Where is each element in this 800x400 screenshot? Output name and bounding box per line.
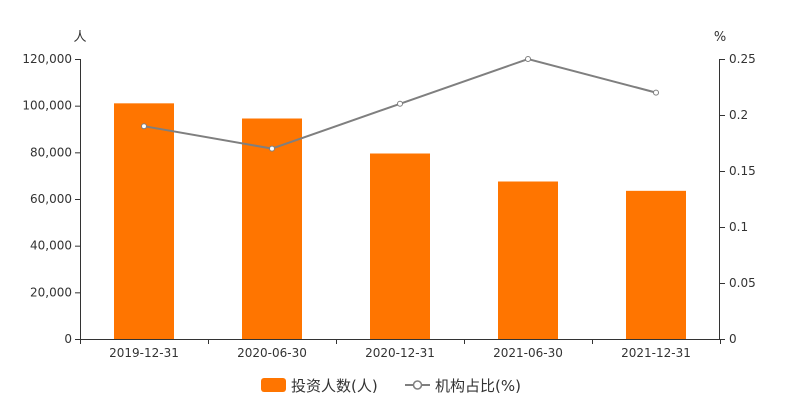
right-axis-unit: % xyxy=(714,30,726,45)
bar-2019-12-31[interactable] xyxy=(114,103,174,339)
left-tick-label: 120,000 xyxy=(22,52,72,66)
left-tick-label: 80,000 xyxy=(30,145,72,159)
x-tick-label: 2020-12-31 xyxy=(365,346,435,360)
left-tick-label: 40,000 xyxy=(30,239,72,253)
left-tick-label: 20,000 xyxy=(30,285,72,299)
bar-2020-06-30[interactable] xyxy=(242,118,302,340)
x-tick-label: 2021-06-30 xyxy=(493,346,563,360)
legend-item-bars[interactable]: 投资人数(人) xyxy=(261,377,378,395)
legend-line-label: 机构占比(%) xyxy=(435,377,521,395)
right-tick-label: 0.15 xyxy=(729,164,756,178)
bar-2021-06-30[interactable] xyxy=(498,181,558,340)
legend[interactable]: 投资人数(人) 机构占比(%) xyxy=(261,377,521,395)
line-point-2021-06-30[interactable] xyxy=(525,56,531,62)
x-tick-label: 2021-12-31 xyxy=(621,346,691,360)
right-tick-label: 0 xyxy=(729,332,737,346)
left-tick-label: 0 xyxy=(64,332,72,346)
right-tick-label: 0.25 xyxy=(729,52,756,66)
bar-2020-12-31[interactable] xyxy=(370,153,430,340)
legend-bar-label: 投资人数(人) xyxy=(291,377,378,395)
legend-bar-swatch xyxy=(261,378,286,392)
line-point-2021-12-31[interactable] xyxy=(653,89,659,96)
right-tick-label: 0.05 xyxy=(729,276,756,290)
x-tick-label: 2020-06-30 xyxy=(237,346,307,360)
axes-layer: 人 % 0 20,000 40,000 60,000 80,000 100,000 120,… xyxy=(22,30,755,360)
right-tick-label: 0.2 xyxy=(729,108,748,122)
legend-line-marker xyxy=(412,380,423,390)
bars-layer xyxy=(114,103,686,339)
right-tick-label: 0.1 xyxy=(729,220,748,234)
left-tick-label: 60,000 xyxy=(30,192,72,206)
legend-item-line[interactable]: 机构占比(%) xyxy=(405,377,521,395)
left-tick-label: 100,000 xyxy=(22,99,72,113)
bar-2021-12-31[interactable] xyxy=(626,190,686,339)
left-axis-unit: 人 xyxy=(73,30,86,45)
x-tick-label: 2019-12-31 xyxy=(109,346,179,360)
line-point-2019-12-31[interactable] xyxy=(141,123,147,130)
line-point-2020-06-30[interactable] xyxy=(269,145,275,152)
line-layer xyxy=(141,56,659,152)
line-point-2020-12-31[interactable] xyxy=(397,100,403,107)
